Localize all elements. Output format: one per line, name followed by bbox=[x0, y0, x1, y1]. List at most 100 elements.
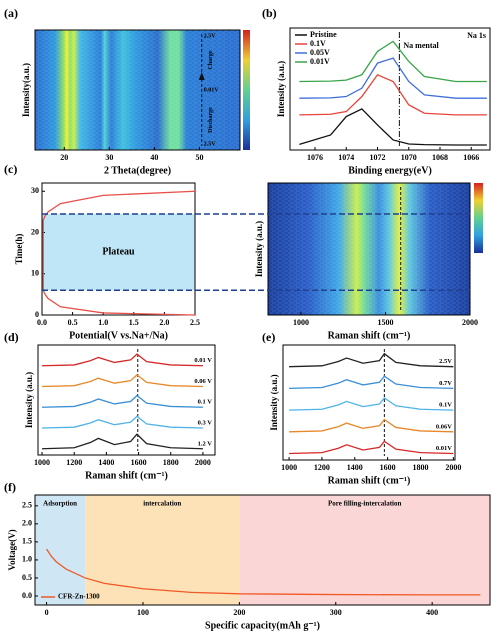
x-tick-label: 2000 bbox=[195, 458, 211, 467]
x-tick-label: 100 bbox=[137, 608, 149, 617]
y-tick-label: 2.0 bbox=[22, 519, 32, 528]
y-tick-label: 0.5 bbox=[22, 573, 32, 582]
x-tick-label: 200 bbox=[233, 608, 245, 617]
region bbox=[35, 495, 86, 605]
series-line bbox=[299, 57, 487, 99]
series-label: 0.1V bbox=[439, 402, 452, 409]
series-label: 0.1 V bbox=[198, 399, 213, 406]
plot-frame bbox=[34, 29, 241, 151]
panel-label: (d) bbox=[4, 330, 19, 344]
legend-label: Pristine bbox=[310, 30, 337, 39]
x-tick-label: 30 bbox=[105, 153, 113, 162]
legend-label: 0.1V bbox=[310, 39, 326, 48]
x-tick-label: 1800 bbox=[163, 458, 179, 467]
plot-frame bbox=[34, 494, 491, 606]
heatmap-texture bbox=[268, 183, 470, 315]
y-tick-label: 10 bbox=[31, 269, 39, 278]
band-label: Plateau bbox=[102, 246, 135, 257]
region-label: intercalation bbox=[143, 500, 181, 508]
y-tick-label: 2.5 bbox=[22, 501, 32, 510]
x-tick-label: 1600 bbox=[131, 458, 147, 467]
x-tick-label: 1072 bbox=[370, 153, 386, 162]
x-tick-label: 2000 bbox=[445, 463, 461, 472]
y-tick-label: 20 bbox=[31, 227, 39, 236]
x-tick-label: 0.5 bbox=[68, 318, 78, 327]
legend-label: 0.01V bbox=[310, 57, 330, 66]
colorbar bbox=[474, 183, 483, 253]
annotation: 0.01V bbox=[204, 87, 220, 93]
x-axis-label: Binding energy(eV) bbox=[348, 165, 432, 176]
annotation: Na mental bbox=[403, 41, 439, 50]
y-tick-label: 1.5 bbox=[22, 537, 32, 546]
y-axis-label: Intensity(a.u.) bbox=[21, 63, 31, 117]
panel-label: (f) bbox=[4, 480, 16, 494]
x-tick-label: 400 bbox=[426, 608, 438, 617]
y-axis-label: Intensity (a.u.) bbox=[254, 221, 264, 277]
x-tick-label: 1066 bbox=[463, 153, 479, 162]
x-tick-label: 1400 bbox=[98, 458, 114, 467]
x-tick-label: 1.5 bbox=[129, 318, 139, 327]
x-tick-label: 40 bbox=[150, 153, 158, 162]
plateau-band bbox=[42, 213, 195, 291]
x-axis-label: 2 Theta(degree) bbox=[104, 165, 171, 176]
series-line bbox=[289, 418, 454, 433]
x-tick-label: 1.0 bbox=[98, 318, 108, 327]
series-line bbox=[299, 40, 487, 83]
y-tick-label: 30 bbox=[31, 186, 39, 195]
y-tick-label: 0 bbox=[35, 310, 39, 319]
series-label: 0.01V bbox=[436, 445, 452, 452]
y-axis-label: Time(h) bbox=[14, 234, 24, 265]
plot-frame bbox=[289, 27, 491, 151]
x-tick-label: 2.0 bbox=[159, 318, 169, 327]
legend-label: 0.05V bbox=[310, 48, 330, 57]
panel-label: (b) bbox=[262, 6, 277, 20]
x-tick-label: 1800 bbox=[413, 463, 429, 472]
y-axis-label: Intensity (a.u.) bbox=[24, 372, 34, 428]
colorbar bbox=[243, 30, 250, 150]
series-label: 2.5V bbox=[439, 358, 452, 365]
x-tick-label: 1400 bbox=[347, 463, 363, 472]
x-tick-label: 50 bbox=[195, 153, 203, 162]
region-label: Adsorption bbox=[43, 500, 77, 508]
series-label: 0.06V bbox=[436, 423, 452, 430]
x-axis-label: Potential(V vs.Na+/Na) bbox=[69, 330, 168, 341]
x-tick-label: 1000 bbox=[281, 463, 297, 472]
y-axis-label: Intensity (a.u.) bbox=[276, 61, 286, 117]
series-label: 0.3 V bbox=[198, 420, 213, 427]
y-axis-label: Intensity (a.u.) bbox=[269, 374, 279, 430]
y-axis-label: Voltage(V) bbox=[7, 529, 17, 570]
x-tick-label: 2000 bbox=[462, 318, 478, 327]
series-line bbox=[289, 352, 454, 368]
series-line bbox=[42, 415, 203, 429]
plot-frame bbox=[267, 182, 471, 316]
x-tick-label: 1000 bbox=[34, 458, 50, 467]
series-label: 0.01 V bbox=[194, 357, 212, 364]
x-tick-label: 1068 bbox=[432, 153, 448, 162]
x-tick-label: 1500 bbox=[377, 318, 393, 327]
annotation: Na 1s bbox=[467, 31, 486, 40]
x-tick-label: 1000 bbox=[293, 318, 309, 327]
annotation: Discharge bbox=[208, 107, 214, 133]
series-line bbox=[42, 433, 203, 450]
series-line bbox=[42, 353, 203, 367]
x-axis-label: Raman shift (cm⁻¹) bbox=[85, 470, 168, 481]
x-tick-label: 0.0 bbox=[37, 318, 47, 327]
x-tick-label: 2.5 bbox=[190, 318, 200, 327]
series-line bbox=[289, 440, 454, 455]
panel-label: (c) bbox=[4, 162, 17, 176]
heatmap-texture bbox=[35, 30, 240, 150]
region bbox=[239, 495, 490, 605]
series-line bbox=[289, 397, 454, 411]
annotation: 2.5V bbox=[204, 33, 217, 39]
plot-frame bbox=[41, 182, 196, 316]
series-line bbox=[46, 548, 481, 596]
series-line bbox=[289, 375, 454, 390]
y-tick-label: 1.0 bbox=[22, 555, 32, 564]
x-tick-label: 1076 bbox=[307, 153, 323, 162]
legend-label: CFR-Zn-1300 bbox=[58, 593, 100, 601]
x-tick-label: 1200 bbox=[66, 458, 82, 467]
series-label: 0.06 V bbox=[194, 378, 212, 385]
x-axis-label: Raman shift (cm⁻¹) bbox=[328, 475, 411, 486]
series-line bbox=[299, 73, 487, 116]
